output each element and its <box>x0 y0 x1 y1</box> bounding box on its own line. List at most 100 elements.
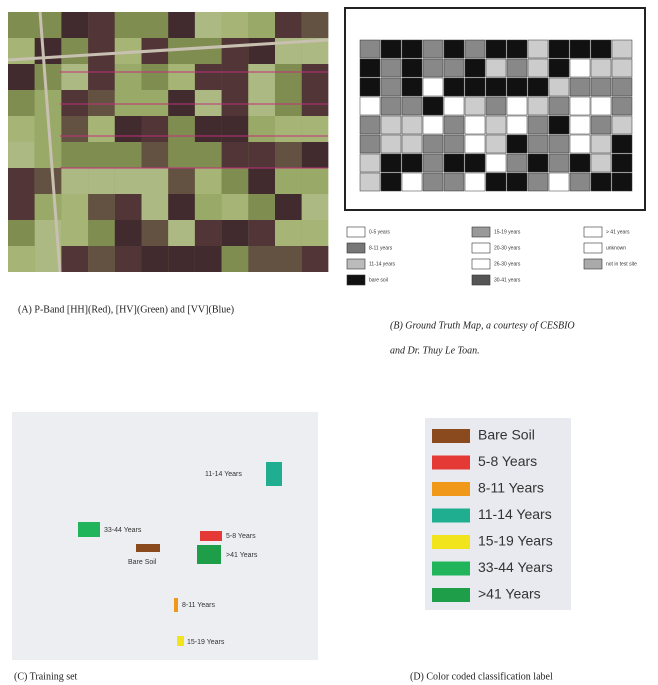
field <box>88 116 115 142</box>
parcel <box>570 154 590 172</box>
training-set-panel <box>12 412 318 660</box>
caption: and Dr. Thuy Le Toan. <box>390 345 480 356</box>
field <box>302 90 329 116</box>
parcel <box>444 40 464 58</box>
parcel <box>591 135 611 153</box>
parcel <box>360 59 380 77</box>
class-label: 33-44 Years <box>478 559 553 575</box>
map-legend-swatch <box>347 259 365 269</box>
field <box>61 38 88 64</box>
parcel <box>360 78 380 96</box>
map-legend-swatch <box>472 243 490 253</box>
field <box>195 90 222 116</box>
parcel <box>528 173 548 191</box>
parcel <box>360 154 380 172</box>
field <box>195 168 222 194</box>
parcel <box>486 97 506 115</box>
map-legend-label: 20-30 years <box>494 245 521 251</box>
field <box>222 12 249 38</box>
field <box>275 116 302 142</box>
field <box>61 12 88 38</box>
parcel <box>423 97 443 115</box>
field <box>88 194 115 220</box>
parcel <box>591 40 611 58</box>
training-label: 15-19 Years <box>187 639 225 646</box>
training-label: 8-11 Years <box>182 602 215 609</box>
training-label: Bare Soil <box>128 559 157 566</box>
field <box>275 142 302 168</box>
parcel <box>549 78 569 96</box>
parcel <box>381 135 401 153</box>
map-legend-swatch <box>347 243 365 253</box>
field <box>248 142 275 168</box>
parcel <box>570 40 590 58</box>
parcel <box>402 135 422 153</box>
field <box>88 246 115 272</box>
parcel <box>465 59 485 77</box>
parcel <box>423 173 443 191</box>
parcel <box>465 116 485 134</box>
parcel <box>570 59 590 77</box>
field <box>61 90 88 116</box>
field <box>8 246 35 272</box>
field <box>8 220 35 246</box>
parcel <box>465 97 485 115</box>
map-legend-swatch <box>472 259 490 269</box>
field <box>248 64 275 90</box>
field <box>168 90 195 116</box>
field <box>88 12 115 38</box>
parcel <box>381 97 401 115</box>
field <box>195 142 222 168</box>
map-legend-label: 8-11 years <box>369 245 393 251</box>
parcel <box>528 97 548 115</box>
training-label: 11-14 Years <box>205 471 242 478</box>
field <box>275 12 302 38</box>
parcel <box>591 173 611 191</box>
parcel <box>381 173 401 191</box>
training-patch <box>174 598 178 612</box>
map-legend-label: 0-5 years <box>369 229 390 235</box>
parcel <box>360 40 380 58</box>
field <box>168 116 195 142</box>
parcel <box>444 154 464 172</box>
parcel <box>528 135 548 153</box>
parcel <box>423 116 443 134</box>
field <box>302 220 329 246</box>
field <box>168 220 195 246</box>
field <box>248 220 275 246</box>
parcel <box>570 78 590 96</box>
field <box>61 142 88 168</box>
map-legend-label: not in test site <box>606 261 637 267</box>
field <box>195 12 222 38</box>
parcel <box>423 78 443 96</box>
field <box>115 64 142 90</box>
field <box>35 142 62 168</box>
field <box>88 64 115 90</box>
field <box>88 142 115 168</box>
map-legend-label: 11-14 years <box>369 261 396 267</box>
field <box>302 246 329 272</box>
field <box>61 116 88 142</box>
parcel <box>549 40 569 58</box>
parcel <box>549 59 569 77</box>
parcel <box>381 154 401 172</box>
field <box>195 116 222 142</box>
parcel <box>465 154 485 172</box>
field <box>88 220 115 246</box>
field <box>61 220 88 246</box>
parcel <box>444 135 464 153</box>
parcel <box>465 173 485 191</box>
parcel <box>591 97 611 115</box>
field <box>61 246 88 272</box>
field <box>275 64 302 90</box>
training-patch <box>136 544 160 552</box>
parcel <box>612 97 632 115</box>
parcel <box>381 116 401 134</box>
field <box>222 116 249 142</box>
map-legend-swatch <box>584 243 602 253</box>
parcel <box>486 59 506 77</box>
map-legend-swatch <box>347 227 365 237</box>
field <box>168 64 195 90</box>
class-swatch <box>432 456 470 470</box>
parcel <box>444 173 464 191</box>
